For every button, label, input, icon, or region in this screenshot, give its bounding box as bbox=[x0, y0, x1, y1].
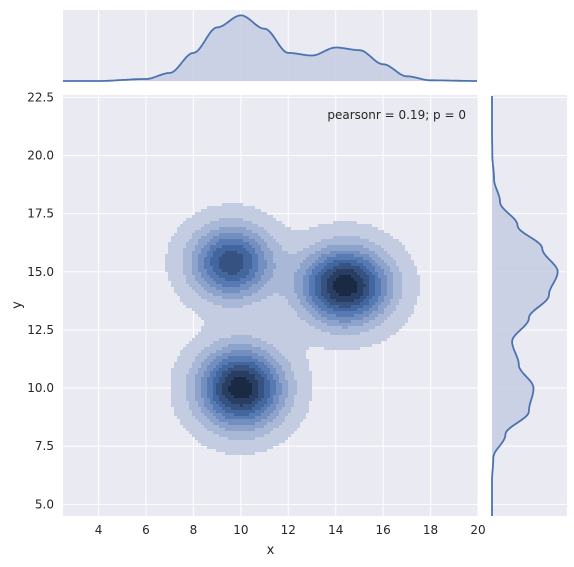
y-tick-label-17.5: 17.5 bbox=[27, 207, 54, 221]
x-tick-label-12: 12 bbox=[281, 523, 296, 537]
marginal-y-panel bbox=[492, 95, 567, 516]
y-tick-label-20.0: 20.0 bbox=[27, 148, 54, 162]
y-tick-label-12.5: 12.5 bbox=[27, 323, 54, 337]
x-tick-label-14: 14 bbox=[328, 523, 343, 537]
y-tick-label-10.0: 10.0 bbox=[27, 381, 54, 395]
x-tick-labels: 4 6 8 10 12 14 16 18 20 bbox=[95, 523, 486, 537]
x-axis-label: x bbox=[267, 543, 275, 558]
y-tick-label-7.5: 7.5 bbox=[35, 439, 54, 453]
x-tick-label-16: 16 bbox=[376, 523, 391, 537]
main-panel: pearsonr = 0.19; p = 0 bbox=[63, 95, 478, 516]
y-axis-label: y bbox=[10, 301, 25, 309]
y-tick-label-22.5: 22.5 bbox=[27, 90, 54, 104]
x-tick-label-10: 10 bbox=[233, 523, 248, 537]
y-tick-labels: 5.0 7.5 10.0 12.5 15.0 17.5 20.0 22.5 bbox=[27, 90, 54, 511]
x-tick-label-6: 6 bbox=[142, 523, 150, 537]
y-tick-label-15.0: 15.0 bbox=[27, 265, 54, 279]
x-tick-label-20: 20 bbox=[470, 523, 485, 537]
pearson-annotation: pearsonr = 0.19; p = 0 bbox=[327, 108, 466, 122]
x-tick-label-8: 8 bbox=[190, 523, 198, 537]
x-tick-label-4: 4 bbox=[95, 523, 103, 537]
marginal-x-panel bbox=[63, 10, 478, 81]
x-tick-label-18: 18 bbox=[423, 523, 438, 537]
y-tick-label-5.0: 5.0 bbox=[35, 497, 54, 511]
